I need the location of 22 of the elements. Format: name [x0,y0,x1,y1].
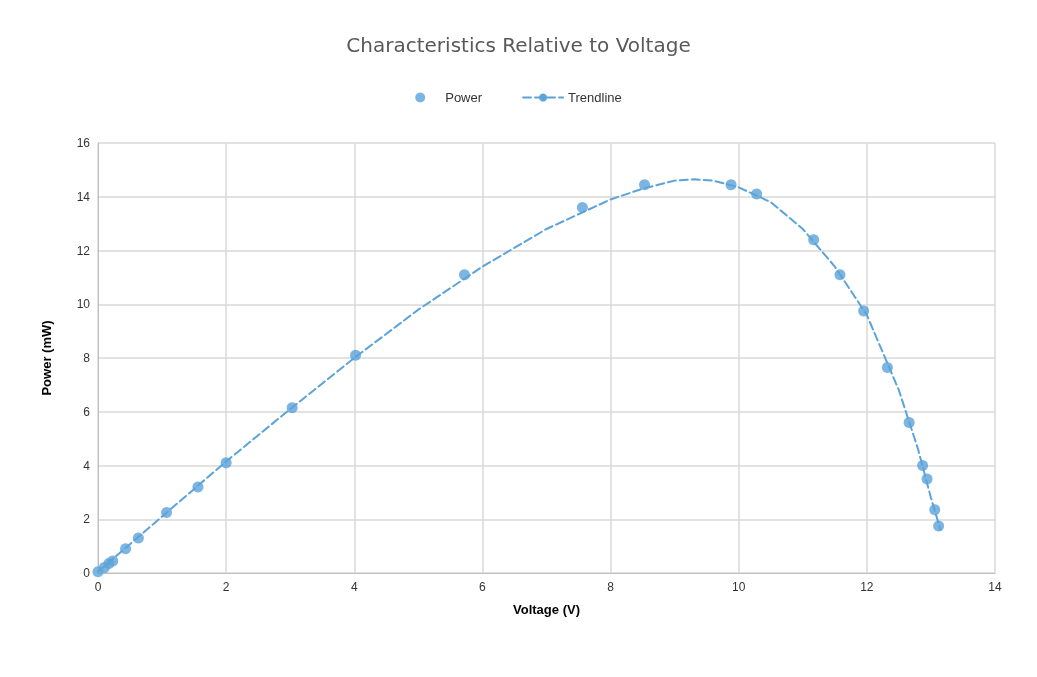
x-tick-label: 4 [350,580,358,594]
y-tick-label: 6 [83,404,91,419]
x-axis-title: Voltage (V) [513,602,580,617]
x-tick-label: 8 [607,580,615,594]
legend-label: Power [445,90,483,105]
y-tick-label: 10 [76,297,91,312]
x-tick-label: 2 [222,580,230,594]
chart-title: Characteristics Relative to Voltage [346,33,691,57]
x-tick-label: 0 [94,580,102,594]
legend-label: Trendline [568,90,622,105]
y-tick-label: 4 [83,458,91,473]
x-tick-label: 10 [732,580,746,594]
x-tick-label: 14 [988,580,1002,594]
x-tick-label: 12 [860,580,874,594]
y-tick-label: 0 [83,566,91,580]
y-tick-label: 12 [76,243,91,258]
x-tick-label: 6 [479,580,487,594]
y-tick-label: 2 [83,512,91,527]
y-axis-title: Power (mW) [39,320,54,396]
y-tick-label: 16 [76,136,91,150]
y-tick-label: 14 [76,189,91,204]
y-tick-label: 8 [83,351,91,365]
